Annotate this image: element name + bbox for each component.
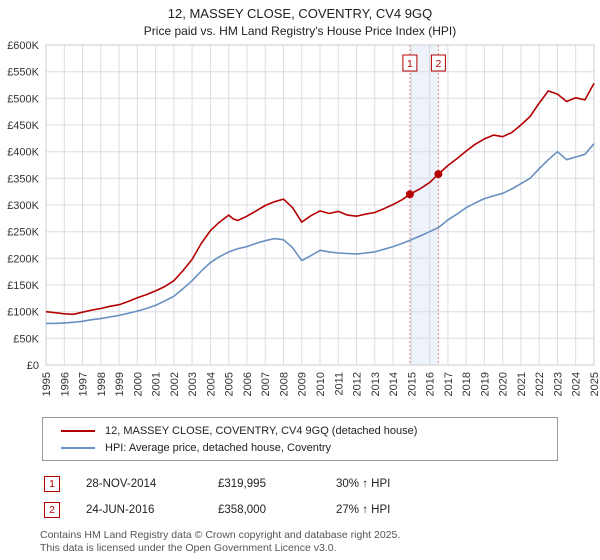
svg-text:£350K: £350K bbox=[7, 174, 39, 186]
svg-text:1998: 1998 bbox=[96, 372, 108, 396]
svg-text:2011: 2011 bbox=[333, 372, 345, 396]
svg-text:2025: 2025 bbox=[589, 372, 600, 396]
svg-text:£500K: £500K bbox=[7, 94, 39, 106]
svg-text:2023: 2023 bbox=[553, 372, 565, 396]
svg-text:1997: 1997 bbox=[78, 372, 90, 396]
svg-text:2015: 2015 bbox=[406, 372, 418, 396]
sale-2-hpi-change: 27% ↑ HPI bbox=[336, 504, 391, 517]
svg-text:£550K: £550K bbox=[7, 67, 39, 79]
sale-1-marker-badge: 1 bbox=[44, 476, 60, 493]
svg-text:£100K: £100K bbox=[7, 307, 39, 319]
chart-header: 12, MASSEY CLOSE, COVENTRY, CV4 9GQ Pric… bbox=[0, 6, 600, 39]
svg-text:£50K: £50K bbox=[13, 334, 39, 346]
svg-text:2017: 2017 bbox=[443, 372, 455, 396]
svg-text:1999: 1999 bbox=[114, 372, 126, 396]
svg-text:£450K: £450K bbox=[7, 120, 39, 132]
sale-event-1: 1 28-NOV-2014 £319,995 30% ↑ HPI bbox=[44, 471, 600, 497]
chart-subtitle: Price paid vs. HM Land Registry's House … bbox=[143, 24, 457, 39]
svg-text:2010: 2010 bbox=[315, 372, 327, 396]
svg-text:2: 2 bbox=[435, 58, 441, 70]
sale-event-2: 2 24-JUN-2016 £358,000 27% ↑ HPI bbox=[44, 497, 600, 523]
svg-text:2021: 2021 bbox=[516, 372, 528, 396]
svg-text:2006: 2006 bbox=[242, 372, 254, 396]
svg-text:1996: 1996 bbox=[59, 372, 71, 396]
svg-text:£250K: £250K bbox=[7, 227, 39, 239]
svg-text:1: 1 bbox=[407, 58, 413, 70]
svg-text:£150K: £150K bbox=[7, 280, 39, 292]
svg-text:2016: 2016 bbox=[425, 372, 437, 396]
svg-text:2000: 2000 bbox=[132, 372, 144, 396]
svg-text:2012: 2012 bbox=[352, 372, 364, 396]
price-history-chart: 1995 1996 1997 1998 1999 2000 2001 2002 2003 2004… bbox=[7, 40, 600, 396]
chart-legend: 12, MASSEY CLOSE, COVENTRY, CV4 9GQ (det… bbox=[42, 417, 558, 462]
sale-1-price: £319,995 bbox=[218, 478, 266, 491]
svg-text:2008: 2008 bbox=[279, 372, 291, 396]
page-title: 12, MASSEY CLOSE, COVENTRY, CV4 9GQ bbox=[167, 6, 433, 21]
svg-text:2020: 2020 bbox=[498, 372, 510, 396]
sale-1-date: 28-NOV-2014 bbox=[86, 478, 157, 491]
svg-text:£200K: £200K bbox=[7, 254, 39, 266]
svg-text:2022: 2022 bbox=[534, 372, 546, 396]
svg-text:2003: 2003 bbox=[187, 372, 199, 396]
legend-label-hpi: HPI: Average price, detached house, Cove… bbox=[105, 441, 332, 454]
sale-1-hpi-change: 30% ↑ HPI bbox=[336, 478, 391, 491]
sale-events: 1 28-NOV-2014 £319,995 30% ↑ HPI 2 24-JU… bbox=[44, 471, 600, 523]
svg-text:2019: 2019 bbox=[479, 372, 491, 396]
svg-text:2024: 2024 bbox=[571, 372, 583, 396]
legend-item-hpi: HPI: Average price, detached house, Cove… bbox=[53, 439, 547, 456]
svg-text:2004: 2004 bbox=[205, 372, 217, 396]
hpi-line-swatch bbox=[61, 446, 95, 449]
svg-text:2002: 2002 bbox=[169, 372, 181, 396]
svg-text:2014: 2014 bbox=[388, 372, 400, 396]
license-footer: Contains HM Land Registry data © Crown c… bbox=[40, 529, 600, 555]
svg-text:2005: 2005 bbox=[224, 372, 236, 396]
svg-text:2001: 2001 bbox=[151, 372, 163, 396]
footer-line-2: This data is licensed under the Open Gov… bbox=[40, 542, 337, 555]
footer-line-1: Contains HM Land Registry data © Crown c… bbox=[40, 529, 401, 542]
legend-item-property: 12, MASSEY CLOSE, COVENTRY, CV4 9GQ (det… bbox=[53, 422, 547, 439]
svg-text:£300K: £300K bbox=[7, 200, 39, 212]
sale-2-price: £358,000 bbox=[218, 504, 266, 517]
svg-text:2013: 2013 bbox=[370, 372, 382, 396]
legend-label-property: 12, MASSEY CLOSE, COVENTRY, CV4 9GQ (det… bbox=[105, 424, 418, 437]
svg-text:2018: 2018 bbox=[461, 372, 473, 396]
property-line-swatch bbox=[61, 429, 95, 432]
svg-text:1995: 1995 bbox=[41, 372, 53, 396]
sale-2-marker-badge: 2 bbox=[44, 502, 60, 519]
svg-text:£600K: £600K bbox=[7, 40, 39, 52]
svg-text:2007: 2007 bbox=[260, 372, 272, 396]
sale-2-date: 24-JUN-2016 bbox=[86, 504, 155, 517]
svg-text:£0: £0 bbox=[27, 360, 39, 372]
svg-text:£400K: £400K bbox=[7, 147, 39, 159]
svg-text:2009: 2009 bbox=[297, 372, 309, 396]
